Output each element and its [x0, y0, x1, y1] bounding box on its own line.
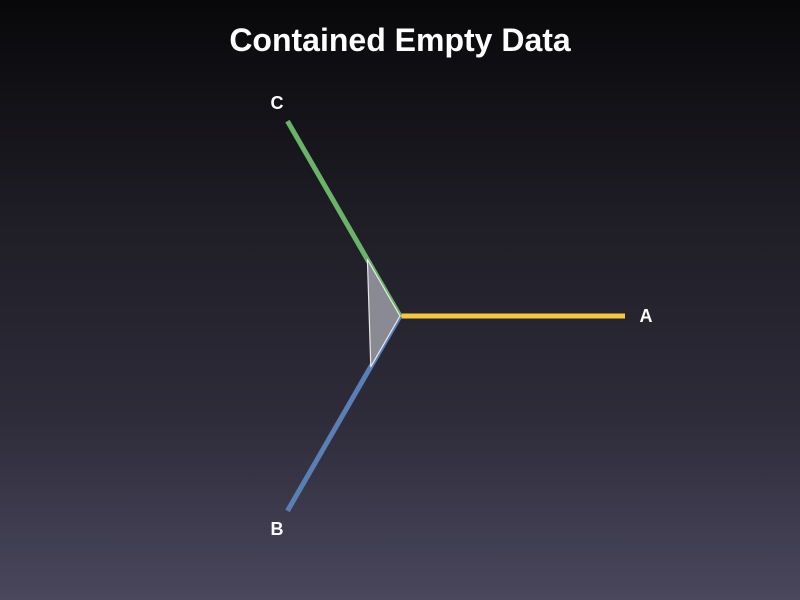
chart-title: Contained Empty Data: [229, 22, 571, 58]
axis-label-c: C: [271, 93, 284, 113]
axis-label-a: A: [640, 306, 653, 326]
axis-label-b: B: [271, 519, 284, 539]
series-polygon-0: [366, 258, 401, 368]
